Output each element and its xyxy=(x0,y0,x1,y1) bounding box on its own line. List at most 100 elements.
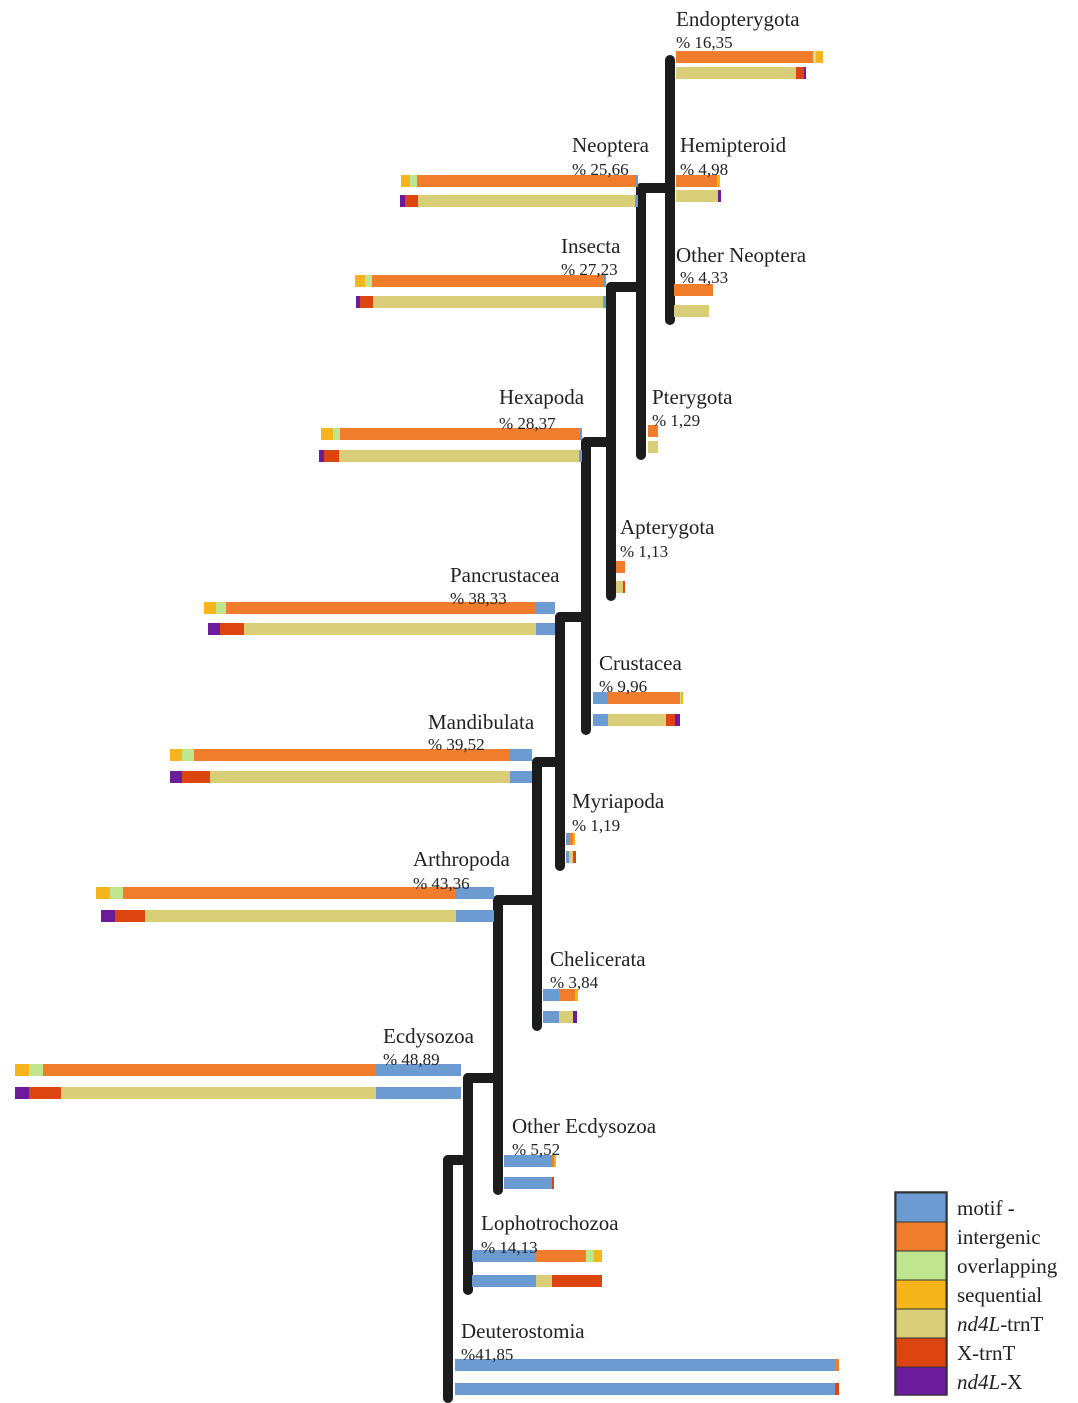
legend-swatch-nd4l-x xyxy=(896,1367,946,1395)
bar-bottom-arthropoda-x_trnt xyxy=(115,910,145,922)
bar-bottom-other_ecdysozoa-motif xyxy=(504,1177,552,1189)
bar-bottom-apterygota-nd4l_trnt xyxy=(616,581,623,593)
clade-percent-apterygota: % 1,13 xyxy=(620,542,668,561)
bar-bottom-endopterygota-x_trnt xyxy=(796,67,804,79)
clade-name-chelicerata: Chelicerata xyxy=(550,947,646,971)
legend-label-nd4l-trnt-italic: nd4L xyxy=(957,1312,1000,1336)
clade-name-insecta: Insecta xyxy=(561,234,621,258)
clade-name-arthropoda: Arthropoda xyxy=(413,847,510,871)
clade-name-crustacea: Crustacea xyxy=(599,651,682,675)
bar-top-myriapoda-motif xyxy=(566,833,569,845)
clade-name-other_neoptera: Other Neoptera xyxy=(676,243,807,267)
bar-bottom-myriapoda-nd4l_trnt xyxy=(569,851,573,863)
bar-bottom-endopterygota-nd4l_trnt xyxy=(676,67,796,79)
legend: motif - intergenic overlapping sequentia… xyxy=(895,1192,1058,1395)
bar-bottom-insecta-motif xyxy=(603,296,606,308)
legend-label-intergenic: intergenic xyxy=(957,1225,1041,1249)
bar-bottom-pterygota-nd4l_trnt xyxy=(648,441,658,453)
bar-top-mandibulata-sequential xyxy=(170,749,182,761)
bar-top-pancrustacea-motif xyxy=(536,602,555,614)
bar-top-mandibulata-motif xyxy=(510,749,532,761)
bar-top-pancrustacea-overlapping xyxy=(216,602,226,614)
bar-bottom-apterygota-x_trnt xyxy=(623,581,625,593)
legend-label-nd4l-trnt-rest: -trnT xyxy=(1000,1312,1043,1336)
bar-top-arthropoda-sequential xyxy=(96,887,110,899)
clade-name-lophotrochozoa: Lophotrochozoa xyxy=(481,1211,619,1235)
clade-percent-other_ecdysozoa: % 5,52 xyxy=(512,1140,560,1159)
bar-bottom-hemipteroid-nd4l_x xyxy=(718,190,721,202)
legend-label-nd4l-x-italic: nd4L xyxy=(957,1370,1000,1394)
bar-top-lophotrochozoa-overlapping xyxy=(586,1250,594,1262)
bar-bottom-chelicerata-motif xyxy=(543,1011,559,1023)
bar-bottom-hexapoda-nd4l_trnt xyxy=(339,450,579,462)
bar-top-deuterostomia-intergenic xyxy=(835,1359,839,1371)
bar-bottom-endopterygota-nd4l_x xyxy=(804,67,806,79)
clade-name-pancrustacea: Pancrustacea xyxy=(450,563,560,587)
bar-top-crustacea-sequential xyxy=(681,692,683,704)
bar-bottom-mandibulata-x_trnt xyxy=(182,771,210,783)
bar-top-pancrustacea-sequential xyxy=(204,602,216,614)
legend-swatch-x-trnt xyxy=(896,1338,946,1367)
bar-top-neoptera-motif xyxy=(635,175,638,187)
clade-name-hexapoda: Hexapoda xyxy=(499,385,585,409)
clade-percent-pterygota: % 1,29 xyxy=(652,411,700,430)
bar-bottom-pancrustacea-motif xyxy=(536,623,555,635)
bar-bottom-pancrustacea-nd4l_x xyxy=(208,623,220,635)
bar-bottom-hexapoda-motif xyxy=(579,450,582,462)
bar-top-ecdysozoa-intergenic xyxy=(43,1064,376,1076)
clade-percent-crustacea: % 9,96 xyxy=(599,677,647,696)
bar-top-endopterygota-intergenic xyxy=(676,51,813,63)
bar-top-lophotrochozoa-sequential xyxy=(594,1250,602,1262)
bar-bottom-mandibulata-nd4l_x xyxy=(170,771,182,783)
clade-percent-chelicerata: % 3,84 xyxy=(550,973,599,992)
bar-top-mandibulata-overlapping xyxy=(182,749,194,761)
legend-label-x-trnt: X-trnT xyxy=(957,1341,1015,1365)
bar-bottom-insecta-x_trnt xyxy=(360,296,373,308)
bar-bottom-other_ecdysozoa-x_trnt xyxy=(552,1177,554,1189)
bar-bottom-crustacea-x_trnt xyxy=(666,714,675,726)
bar-bottom-insecta-nd4l_trnt xyxy=(373,296,603,308)
bar-bottom-neoptera-x_trnt xyxy=(405,195,418,207)
clade-name-myriapoda: Myriapoda xyxy=(572,789,665,813)
bar-bottom-lophotrochozoa-motif xyxy=(472,1275,536,1287)
clade-percent-lophotrochozoa: % 14,13 xyxy=(481,1238,538,1257)
clade-percent-arthropoda: % 43,36 xyxy=(413,874,470,893)
bar-bottom-mandibulata-nd4l_trnt xyxy=(210,771,510,783)
bar-top-neoptera-sequential xyxy=(401,175,410,187)
clade-name-pterygota: Pterygota xyxy=(652,385,733,409)
bar-top-hexapoda-motif xyxy=(579,428,582,440)
bar-bottom-arthropoda-nd4l_trnt xyxy=(145,910,456,922)
bar-bottom-ecdysozoa-motif xyxy=(376,1087,461,1099)
legend-label-nd4l-trnt: nd4L-trnT xyxy=(957,1312,1044,1336)
legend-label-nd4l-x-rest: -X xyxy=(1000,1370,1022,1394)
legend-label-overlapping: overlapping xyxy=(957,1254,1058,1278)
clade-name-neoptera: Neoptera xyxy=(572,133,650,157)
bar-top-hexapoda-overlapping xyxy=(333,428,340,440)
bar-bottom-crustacea-nd4l_trnt xyxy=(608,714,666,726)
bar-bottom-deuterostomia-x_trnt xyxy=(835,1383,839,1395)
clade-percent-myriapoda: % 1,19 xyxy=(572,816,620,835)
clade-percent-insecta: % 27,23 xyxy=(561,260,618,279)
legend-swatch-sequential xyxy=(896,1280,946,1309)
bar-bottom-hexapoda-x_trnt xyxy=(324,450,339,462)
legend-swatch-motif xyxy=(896,1193,946,1222)
clade-percent-ecdysozoa: % 48,89 xyxy=(383,1050,440,1069)
bar-bottom-crustacea-nd4l_x xyxy=(675,714,680,726)
bar-top-ecdysozoa-overlapping xyxy=(29,1064,43,1076)
bar-top-endopterygota-overlapping xyxy=(813,51,816,63)
bar-top-apterygota-intergenic xyxy=(616,561,625,573)
bar-bottom-arthropoda-motif xyxy=(456,910,494,922)
bar-top-arthropoda-intergenic xyxy=(123,887,456,899)
bar-bottom-hemipteroid-nd4l_trnt xyxy=(676,190,718,202)
bar-bottom-deuterostomia-motif xyxy=(455,1383,835,1395)
clade-percent-pancrustacea: % 38,33 xyxy=(450,589,507,608)
clade-name-apterygota: Apterygota xyxy=(620,515,715,539)
legend-swatch-overlapping xyxy=(896,1251,946,1280)
bar-bottom-crustacea-motif xyxy=(593,714,608,726)
bar-top-arthropoda-overlapping xyxy=(110,887,123,899)
bar-top-crustacea-overlapping xyxy=(680,692,681,704)
bar-bottom-pancrustacea-x_trnt xyxy=(220,623,244,635)
bar-bottom-chelicerata-nd4l_x xyxy=(573,1011,577,1023)
